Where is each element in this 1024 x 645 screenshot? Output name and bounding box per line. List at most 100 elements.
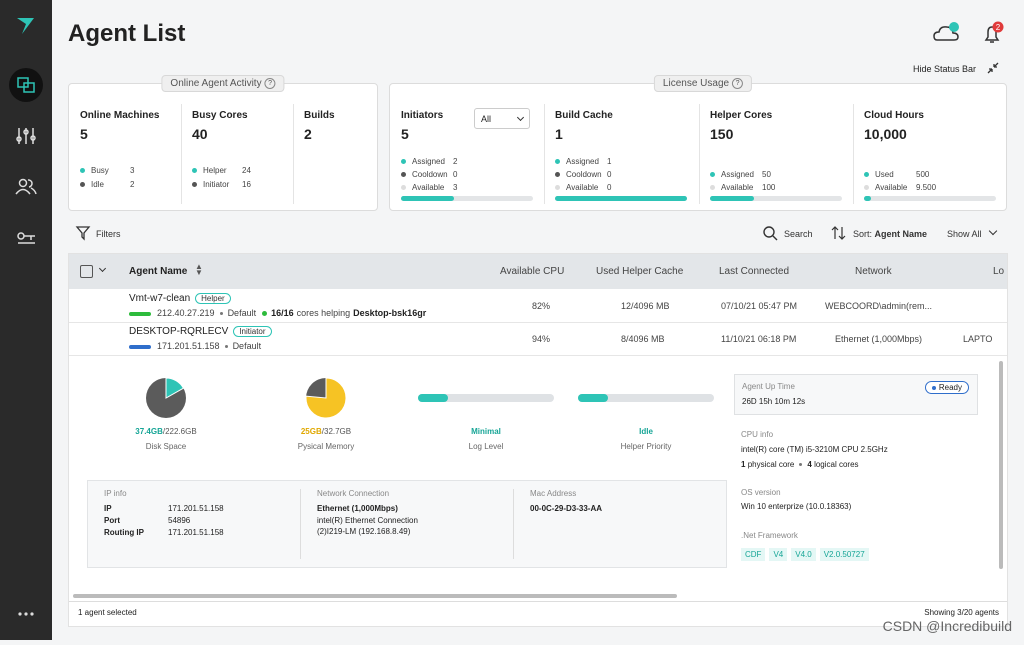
cpu: 82% <box>532 301 550 311</box>
show-all[interactable]: Show All <box>947 229 982 239</box>
role-tag: Initiator <box>233 326 271 337</box>
sort-value: Agent Name <box>875 229 928 239</box>
card-label: Online Machines <box>80 110 159 121</box>
legend-dot <box>710 185 715 190</box>
card-label: Busy Cores <box>192 110 248 121</box>
status-dot <box>932 386 936 390</box>
item-label: Initiator <box>203 180 229 189</box>
item-value: 0 <box>607 183 611 192</box>
legend-dot <box>80 168 85 173</box>
agent-name[interactable]: DESKTOP-RQRLECV <box>129 326 228 337</box>
usage-bar <box>710 196 754 201</box>
card-label: Initiators <box>401 110 443 121</box>
uptime-box: Agent Up Time26D 15h 10m 12sReady <box>734 374 978 415</box>
item-value: 1 <box>607 157 611 166</box>
net-title: .Net Framework <box>741 531 798 540</box>
level-fill <box>418 394 448 402</box>
cores-text: cores helping <box>297 308 351 318</box>
divider <box>699 104 700 204</box>
hide-status-bar[interactable]: Hide Status Bar <box>913 64 976 74</box>
agent-table: 1 agent selected Showing 3/20 agents Age… <box>68 253 1008 627</box>
stat-item: Cooldown <box>555 170 602 179</box>
column-header: Last Connected <box>719 266 789 277</box>
legend-dot <box>401 159 406 164</box>
nav-settings[interactable] <box>17 128 35 144</box>
legend-dot <box>192 182 197 187</box>
sort-control[interactable]: Sort: Agent Name <box>853 229 927 239</box>
filter-icon[interactable] <box>75 225 91 241</box>
item-label: Assigned <box>566 157 599 166</box>
card-value: 2 <box>304 126 312 142</box>
divider <box>513 489 514 559</box>
column-header: Agent Name <box>129 266 187 277</box>
h-scrollbar[interactable] <box>73 594 677 598</box>
v-scrollbar[interactable] <box>999 361 1003 569</box>
chevron <box>989 227 997 235</box>
last-connected: 11/10/21 06:18 PM <box>721 334 796 344</box>
item-value: 100 <box>762 183 775 192</box>
item-label: Cooldown <box>412 170 448 179</box>
top-icons: 2 <box>930 18 1010 48</box>
panel-title-text: License Usage <box>663 78 729 89</box>
agent-meta: 171.201.51.158Default <box>129 341 261 351</box>
stat-item: Used <box>864 170 894 179</box>
helping-dot <box>262 311 267 316</box>
filters-button[interactable]: Filters <box>96 229 121 239</box>
ip-key: Port <box>104 516 120 525</box>
column-header: Available CPU <box>500 266 564 277</box>
sidebar <box>0 0 52 640</box>
collapse-icon[interactable] <box>986 61 1000 75</box>
item-value: 500 <box>916 170 929 179</box>
search-icon[interactable] <box>762 225 778 241</box>
watermark: CSDN @Incredibuild <box>883 618 1012 634</box>
divider <box>300 489 301 559</box>
status-bar <box>129 345 151 349</box>
role-text: Helper <box>201 294 225 303</box>
help-icon[interactable]: ? <box>265 78 276 89</box>
uptime: 26D 15h 10m 12s <box>742 397 805 406</box>
physical-label: physical core <box>748 460 795 469</box>
item-value: 9.500 <box>916 183 936 192</box>
column-header: Used Helper Cache <box>596 266 683 277</box>
item-value: 3 <box>453 183 457 192</box>
nav-keys[interactable] <box>18 233 35 243</box>
sort-icon[interactable] <box>831 225 847 241</box>
pie-label: Disk Space <box>106 442 226 451</box>
nav-more[interactable] <box>18 612 33 615</box>
activity-panel: Online Agent Activity? Online Machines5B… <box>68 83 378 211</box>
select-all[interactable] <box>80 265 93 278</box>
card-label: Cloud Hours <box>864 110 924 121</box>
version-chip: V2.0.50727 <box>820 548 869 561</box>
card-label: Builds <box>304 110 335 121</box>
help-icon[interactable]: ? <box>732 78 743 89</box>
stat-item: Assigned <box>710 170 754 179</box>
agent-name[interactable]: Vmt-w7-clean <box>129 293 190 304</box>
ip-value: 171.201.51.158 <box>168 504 224 513</box>
item-value: 0 <box>607 170 611 179</box>
filter-dropdown[interactable]: All <box>474 108 530 129</box>
stat-item: Assigned <box>401 157 445 166</box>
stat-item: Idle <box>80 180 104 189</box>
item-value: 24 <box>242 166 251 175</box>
panel-title: License Usage? <box>654 75 752 92</box>
agent-name-line: Vmt-w7-clean Helper <box>129 293 231 304</box>
column-header: Lo <box>993 266 1004 277</box>
core-line: 1 physical core4 logical cores <box>741 460 859 469</box>
cache: 8/4096 MB <box>621 334 665 344</box>
item-value: 2 <box>453 157 457 166</box>
version-chip: V4 <box>769 548 787 561</box>
filter-value: All <box>481 114 491 124</box>
level-value: Idle <box>578 427 714 436</box>
showing-count: Showing 3/20 agents <box>924 608 999 617</box>
nav-agents[interactable] <box>9 68 43 102</box>
os-title: OS version <box>741 488 781 497</box>
legend-dot <box>555 172 560 177</box>
detail-charts <box>69 364 769 484</box>
search-button[interactable]: Search <box>784 229 813 239</box>
nav-users[interactable] <box>16 180 36 195</box>
card-value: 40 <box>192 126 208 142</box>
os: Win 10 enterprize (10.0.18363) <box>741 502 851 511</box>
role-tag: Helper <box>195 293 231 304</box>
ip: 212.40.27.219 <box>157 308 215 318</box>
row-line <box>69 355 1007 356</box>
